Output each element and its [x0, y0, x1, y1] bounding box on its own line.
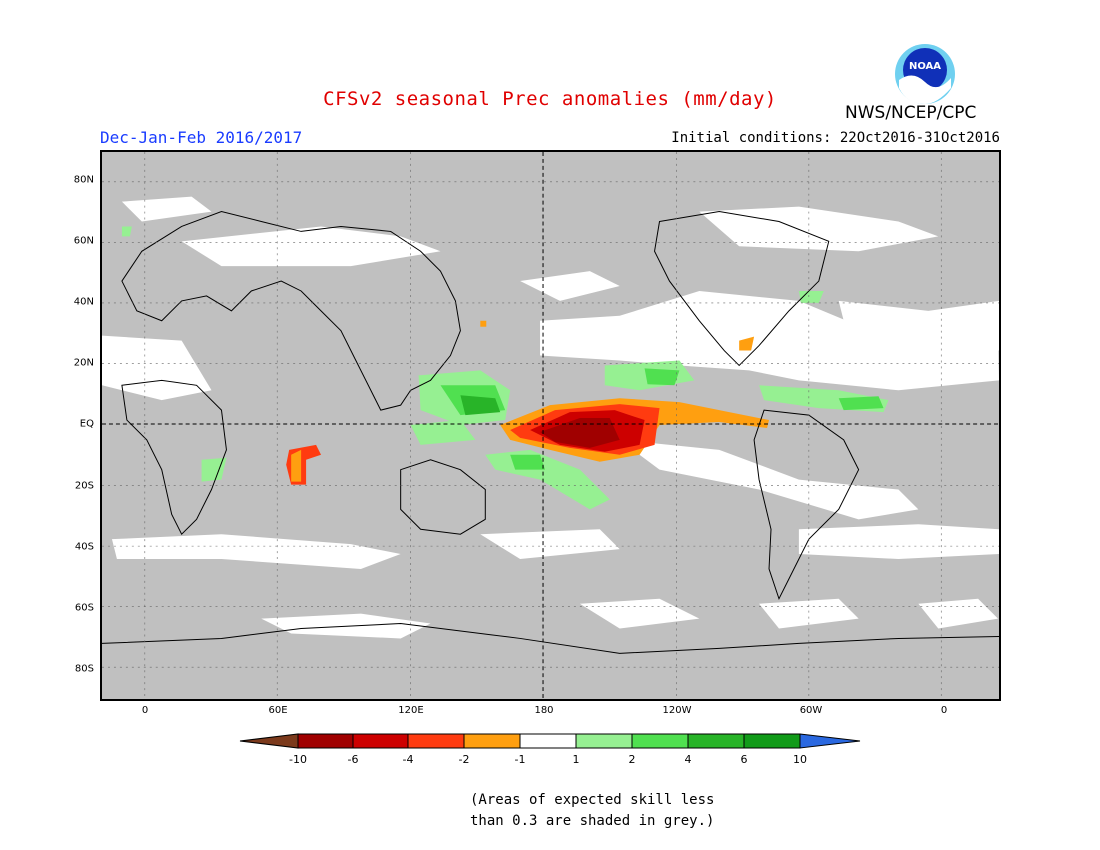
x-tick-120e: 120E: [398, 705, 424, 716]
x-tick-180: 180: [534, 705, 554, 716]
y-tick-60s: 60S: [74, 602, 94, 614]
forecast-period: Dec-Jan-Feb 2016/2017: [100, 128, 303, 147]
skill-note: (Areas of expected skill less than 0.3 a…: [470, 790, 714, 832]
x-tick-120w: 120W: [662, 705, 692, 716]
colorbar-arrow-right: [799, 733, 861, 749]
colorbar-label: 1: [573, 753, 580, 766]
y-tick-60n: 60N: [73, 235, 94, 247]
x-tick-60e: 60E: [268, 705, 288, 716]
x-tick-0-right: 0: [940, 705, 948, 716]
x-tick-0: 0: [141, 705, 149, 716]
colorbar-label: -10: [289, 753, 307, 766]
chart-title: CFSv2 seasonal Prec anomalies (mm/day): [323, 88, 777, 110]
y-tick-40s: 40S: [74, 541, 94, 553]
skill-note-line1: (Areas of expected skill less: [470, 792, 715, 808]
y-tick-40n: 40N: [73, 296, 94, 308]
wet-anomaly-regions: [121, 226, 889, 510]
africa-outline: [121, 379, 227, 536]
antarctica-outline: [102, 623, 999, 654]
initial-conditions: Initial conditions: 22Oct2016-31Oct2016: [671, 130, 1000, 146]
logo-text: NOAA: [909, 61, 941, 72]
colorbar-cell: [631, 733, 689, 749]
dry-anomaly-regions: [286, 320, 770, 485]
colorbar-label: -4: [403, 753, 414, 766]
colorbar-cell: [407, 733, 465, 749]
y-tick-eq: EQ: [79, 418, 94, 430]
colorbar-label: 4: [685, 753, 692, 766]
y-tick-80s: 80S: [74, 663, 94, 675]
y-tick-20n: 20N: [73, 357, 94, 369]
x-tick-60w: 60W: [799, 705, 823, 716]
australia-outline: [400, 459, 486, 535]
colorbar-cell: [352, 733, 409, 749]
y-tick-80n: 80N: [73, 174, 94, 186]
colorbar-label: 10: [793, 753, 807, 766]
colorbar-label: -1: [515, 753, 526, 766]
coastlines: [102, 211, 999, 654]
colorbar-cell: [297, 733, 354, 749]
precip-anomaly-map: [100, 150, 1001, 701]
colorbar-label: -6: [348, 753, 359, 766]
colorbar-label: -2: [459, 753, 470, 766]
colorbar-label: 6: [741, 753, 748, 766]
colorbar-cell: [743, 733, 801, 749]
lat-lon-grid: [102, 152, 999, 699]
colorbar-arrow-left: [239, 733, 299, 749]
colorbar-cell: [463, 733, 521, 749]
south-america-outline: [753, 409, 860, 601]
skill-note-line2: than 0.3 are shaded in grey.): [470, 813, 715, 829]
y-tick-20s: 20S: [74, 480, 94, 492]
colorbar-label: 2: [629, 753, 636, 766]
colorbar-cell: [687, 733, 745, 749]
agency-label: NWS/NCEP/CPC: [845, 103, 977, 123]
colorbar-cell: [575, 733, 633, 749]
eurasia-outline: [121, 211, 461, 411]
colorbar-cell: [519, 733, 577, 749]
colorbar: -10 -6 -4 -2 -1 1 2 4 6 10: [239, 733, 861, 766]
north-america-outline: [654, 211, 830, 367]
noaa-logo: NOAA: [895, 44, 955, 104]
